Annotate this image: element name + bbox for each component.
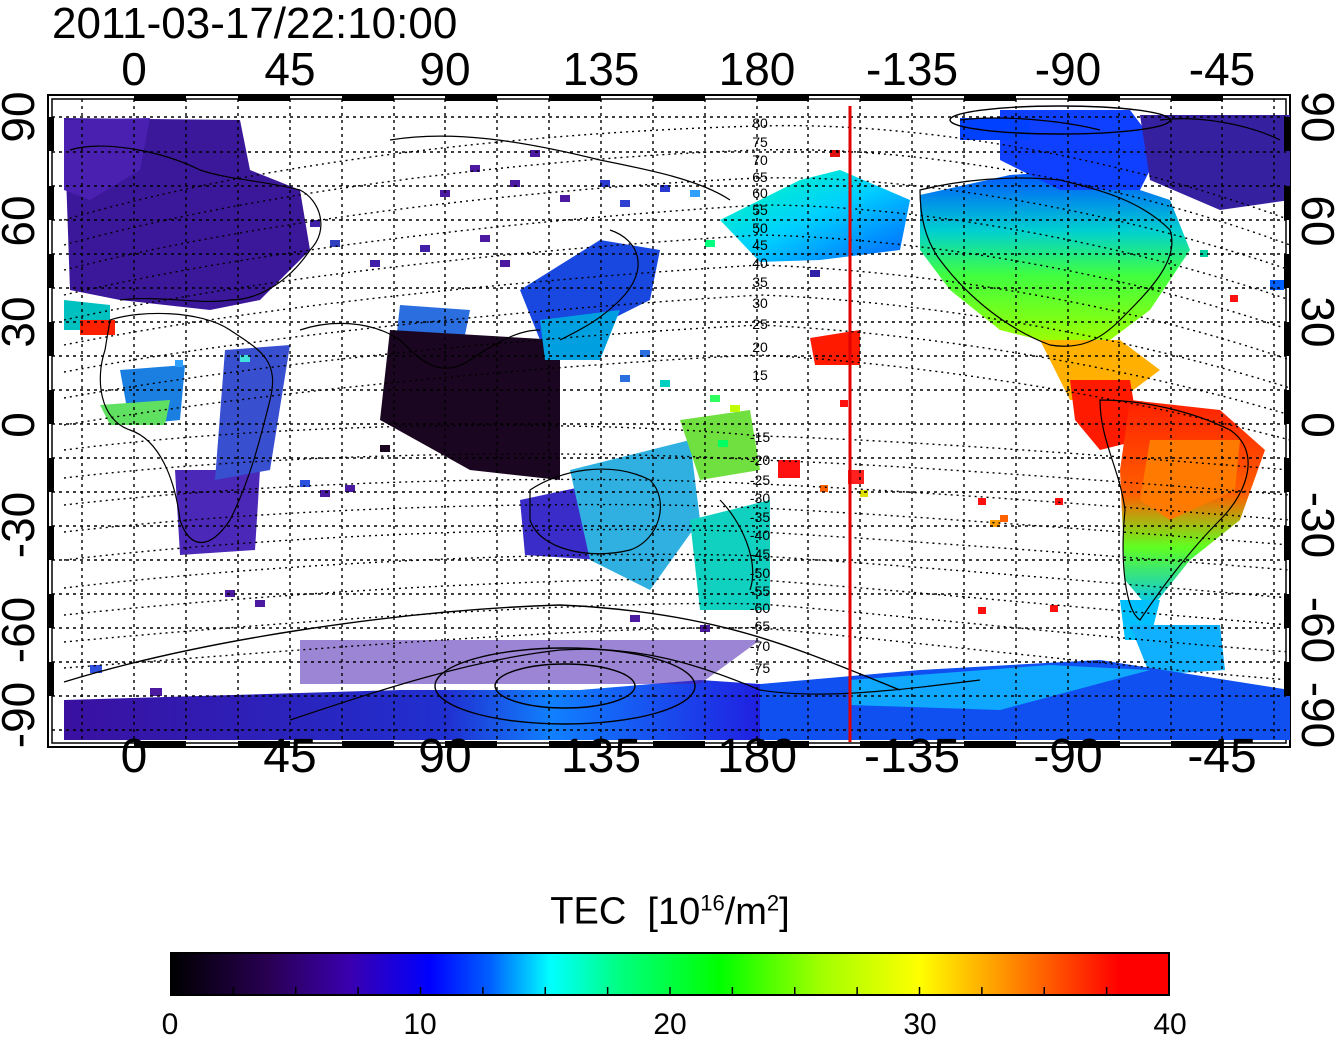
tec-regions — [64, 110, 1290, 740]
contour-label: -45 — [750, 546, 770, 562]
colorbar-tickmarks — [232, 987, 1108, 995]
lon-tick-top: 135 — [562, 43, 640, 95]
contour-label: -60 — [750, 600, 770, 616]
colorbar-unit: [1016/m2] — [647, 890, 790, 933]
contour-label: 70 — [752, 152, 768, 168]
contour-label: 40 — [752, 255, 768, 271]
lon-tick-top: 0 — [121, 43, 147, 95]
contour-label: 55 — [752, 202, 768, 218]
contour-label: -65 — [750, 618, 770, 634]
lon-tick-bottom: -45 — [1187, 730, 1257, 783]
colorbar-tick-label: 30 — [903, 1008, 937, 1041]
contour-label: 25 — [752, 316, 768, 332]
contour-label: 50 — [752, 220, 768, 236]
longitude-ticks-top: 0 45 90 135 180 -135 -90 -45 — [0, 46, 1340, 92]
contour-label: -70 — [750, 638, 770, 654]
lon-tick-bottom: 180 — [716, 730, 798, 783]
contour-label: 75 — [752, 134, 768, 150]
contour-label: 15 — [752, 367, 768, 383]
lon-tick-bottom: -90 — [1033, 730, 1103, 783]
lon-tick-top: 45 — [264, 43, 316, 95]
contour-label: -15 — [750, 429, 770, 445]
colorbar-quantity: TEC — [550, 890, 627, 933]
contour-label: -40 — [750, 527, 770, 543]
lon-tick-top: 180 — [718, 43, 796, 95]
contour-label: 65 — [752, 169, 768, 185]
contour-label: 20 — [752, 339, 768, 355]
tec-scatter-pixels — [90, 150, 1284, 696]
axis-tick-bars — [48, 95, 1290, 747]
contour-label: 60 — [752, 185, 768, 201]
contour-label: -20 — [750, 452, 770, 468]
colorbar-title: TEC [1016/m2] — [0, 890, 1340, 934]
timestamp-label: 2011-03-17/22:10:00 — [52, 0, 458, 48]
colorbar — [170, 952, 1170, 996]
lon-tick-bottom: 135 — [560, 730, 642, 783]
lon-tick-bottom: 90 — [418, 730, 472, 783]
colorbar-tick-label: 0 — [161, 1008, 179, 1041]
contour-label: 30 — [752, 295, 768, 311]
colorbar-tick-label: 40 — [1153, 1008, 1187, 1041]
contour-label: 80 — [752, 115, 768, 131]
contour-label: 35 — [752, 274, 768, 290]
grid-lines — [52, 99, 1286, 743]
contour-label: -55 — [750, 583, 770, 599]
lon-tick-top: -135 — [865, 43, 959, 95]
lon-tick-top: -90 — [1034, 43, 1102, 95]
contour-label: 45 — [752, 237, 768, 253]
contour-label: -50 — [750, 565, 770, 581]
colorbar-ticks: 0 10 20 30 40 — [0, 1008, 1340, 1042]
longitude-ticks-bottom: 0 45 90 135 180 -135 -90 -45 — [0, 730, 1340, 784]
tec-world-map: 80 75 70 65 60 55 50 45 40 35 30 25 20 1… — [47, 94, 1291, 748]
contour-label: -30 — [750, 490, 770, 506]
contour-lines — [63, 124, 1291, 681]
lon-tick-bottom: 45 — [263, 730, 317, 783]
lon-tick-top: -45 — [1188, 43, 1256, 95]
contour-labels: 80 75 70 65 60 55 50 45 40 35 30 25 20 1… — [750, 115, 770, 676]
magnetic-pole-contours — [63, 105, 1171, 725]
lon-tick-top: 90 — [419, 43, 471, 95]
contour-label: -35 — [750, 509, 770, 525]
lon-tick-bottom: 0 — [120, 730, 148, 783]
coastlines — [69, 117, 1281, 721]
contour-label: -75 — [750, 660, 770, 676]
colorbar-tick-label: 10 — [403, 1008, 437, 1041]
colorbar-tick-label: 20 — [653, 1008, 687, 1041]
contour-label: -25 — [750, 472, 770, 488]
lon-tick-bottom: -135 — [863, 730, 961, 783]
